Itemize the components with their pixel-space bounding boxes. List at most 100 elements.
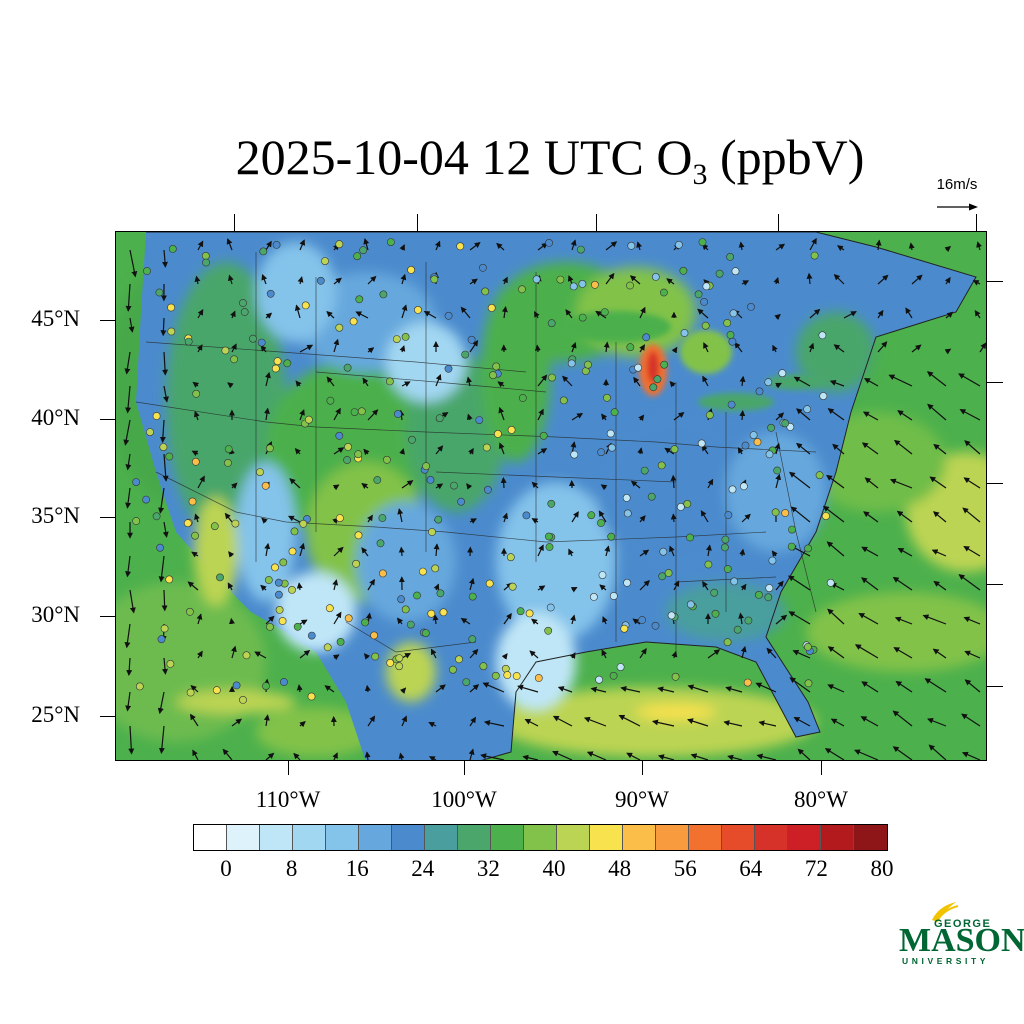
- station-marker: [168, 244, 177, 253]
- station-marker: [165, 452, 174, 461]
- wind-arrow: [398, 752, 405, 760]
- wind-arrow: [639, 344, 645, 353]
- wind-arrow: [827, 684, 845, 693]
- station-marker: [326, 396, 335, 405]
- wind-arrow: [690, 753, 709, 760]
- wind-arrow: [595, 310, 607, 319]
- station-marker: [804, 642, 812, 651]
- station-marker: [468, 635, 477, 644]
- station-marker: [726, 252, 734, 261]
- wind-arrow: [775, 580, 784, 591]
- wind-arrow: [602, 616, 608, 625]
- colorbar-swatch: [458, 825, 491, 850]
- station-marker: [765, 584, 774, 592]
- station-marker: [726, 331, 735, 339]
- wind-arrow: [294, 448, 301, 455]
- wind-arrow: [601, 649, 608, 659]
- left-tick: [100, 517, 115, 519]
- station-marker: [487, 304, 496, 312]
- wind-arrow: [877, 274, 889, 285]
- lon-label: 90°W: [615, 787, 669, 812]
- station-marker: [156, 543, 164, 552]
- wind-arrow: [326, 311, 335, 319]
- station-marker: [304, 415, 313, 424]
- wind-arrow: [460, 306, 471, 319]
- wind-arrow: [888, 374, 913, 387]
- station-marker: [392, 335, 401, 343]
- station-marker: [371, 652, 380, 661]
- station-marker: [184, 337, 193, 346]
- wind-arrow: [570, 586, 578, 593]
- station-marker: [273, 357, 282, 366]
- wind-arrow: [496, 242, 505, 251]
- wind-arrow: [162, 657, 168, 675]
- station-marker: [293, 622, 302, 631]
- station-marker: [186, 607, 194, 616]
- station-marker: [578, 280, 587, 288]
- wind-arrow: [670, 513, 677, 523]
- station-marker: [259, 247, 268, 256]
- wind-arrow: [157, 691, 165, 715]
- wind-arrow: [570, 341, 577, 353]
- station-marker: [248, 334, 257, 343]
- station-marker: [702, 282, 711, 291]
- wind-arrow: [897, 410, 913, 421]
- station-marker: [804, 544, 812, 553]
- colorbar-swatch: [623, 825, 656, 850]
- station-marker: [275, 605, 284, 614]
- wind-arrow: [296, 684, 303, 693]
- colorbar-tick-label: 72: [804, 856, 828, 881]
- station-marker: [344, 442, 352, 451]
- colorbar-tick-label: 16: [345, 856, 369, 881]
- station-marker: [343, 363, 352, 372]
- wind-arrow: [190, 713, 199, 727]
- wind-arrow: [537, 374, 548, 387]
- wind-arrow: [824, 748, 845, 760]
- wind-arrow: [568, 548, 574, 557]
- station-marker: [653, 375, 662, 384]
- station-marker: [822, 512, 830, 520]
- wind-arrow: [963, 477, 981, 489]
- station-marker: [155, 288, 164, 297]
- station-marker: [224, 458, 232, 467]
- wind-arrow: [531, 518, 539, 524]
- wind-arrow: [673, 580, 680, 591]
- station-marker: [146, 428, 154, 436]
- wind-arrow: [793, 716, 811, 727]
- wind-arrow: [932, 511, 947, 523]
- station-marker: [353, 252, 362, 261]
- wind-arrow: [864, 477, 879, 489]
- lon-label: 80°W: [794, 787, 848, 812]
- right-tick: [987, 686, 1003, 688]
- wind-arrow: [401, 304, 408, 319]
- bottom-tick: [821, 761, 823, 775]
- station-marker: [534, 674, 543, 682]
- wind-arrow: [534, 311, 540, 319]
- wind-arrow: [460, 617, 471, 625]
- station-marker: [764, 593, 773, 602]
- wind-arrow: [158, 725, 165, 754]
- wind-arrow: [497, 381, 505, 388]
- station-marker: [747, 303, 755, 311]
- lat-label: 30°N: [31, 602, 80, 627]
- wind-arrow: [927, 403, 947, 421]
- wind-arrow: [537, 585, 546, 592]
- wind-arrow: [790, 506, 811, 523]
- station-marker: [448, 665, 457, 674]
- top-tick: [778, 214, 780, 231]
- station-marker: [721, 543, 729, 552]
- station-marker: [279, 678, 288, 686]
- wind-arrow: [124, 351, 131, 375]
- wind-arrow: [928, 744, 947, 760]
- wind-arrow: [228, 274, 234, 285]
- station-marker: [355, 295, 364, 304]
- wind-arrow: [832, 443, 845, 455]
- wind-arrow: [861, 577, 879, 591]
- wind-arrow: [944, 245, 952, 253]
- station-marker: [271, 563, 279, 572]
- colorbar: [193, 824, 888, 851]
- right-tick: [987, 281, 1003, 283]
- station-marker: [545, 543, 554, 551]
- station-marker: [191, 531, 199, 540]
- wind-arrow: [363, 238, 370, 251]
